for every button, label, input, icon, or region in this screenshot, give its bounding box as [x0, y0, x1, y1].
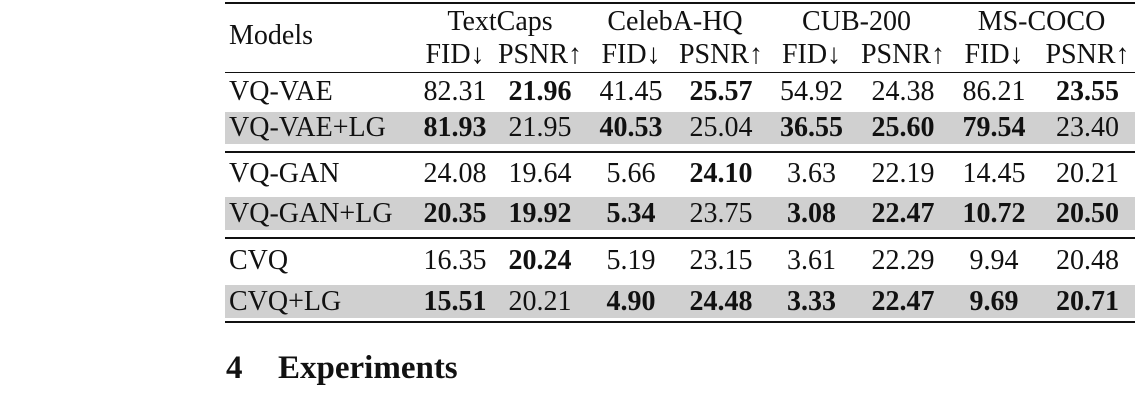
table-cell: 3.08 — [787, 197, 836, 229]
dataset-header: MS-COCO — [977, 6, 1106, 37]
table-cell: 20.71 — [1056, 285, 1119, 317]
table-cell: 9.69 — [969, 285, 1019, 317]
table-cell: 22.47 — [871, 197, 935, 229]
table-cell: 40.53 — [599, 112, 663, 143]
header-rule — [225, 72, 1135, 73]
table-row: CVQ+LG 15.51 20.21 4.90 24.48 3.33 22.47 9.69 20… — [225, 285, 1135, 318]
model-name: CVQ+LG — [229, 285, 342, 317]
group-rule — [225, 237, 1135, 239]
table-row: VQ-GAN 24.08 19.64 5.66 24.10 3.63 22.19 14.45 2… — [225, 153, 1135, 195]
table-cell: 20.24 — [508, 245, 572, 276]
table-cell: 22.19 — [871, 158, 935, 189]
table-cell: 20.21 — [1056, 158, 1119, 189]
table-cell: 5.66 — [606, 158, 656, 189]
table-cell: 22.47 — [871, 285, 935, 317]
table-cell: 54.92 — [780, 75, 843, 107]
table-row: VQ-VAE+LG 81.93 21.95 40.53 25.04 36.55 25.60 7… — [225, 112, 1135, 144]
table-cell: 41.45 — [599, 75, 663, 107]
table-cell: 25.04 — [689, 112, 753, 143]
table-cell: 79.54 — [962, 112, 1026, 143]
table-cell: 9.94 — [969, 245, 1019, 276]
model-name: VQ-GAN+LG — [229, 197, 393, 229]
table-cell: 24.38 — [871, 75, 935, 107]
table-cell: 5.19 — [606, 245, 656, 276]
metric-header: FID↓ — [425, 38, 485, 70]
bottom-rule — [225, 321, 1135, 323]
model-name: VQ-GAN — [229, 158, 340, 189]
table-cell: 20.50 — [1056, 197, 1119, 229]
table-cell: 15.51 — [423, 285, 487, 317]
table-cell: 25.60 — [871, 112, 935, 143]
table-row: VQ-GAN+LG 20.35 19.92 5.34 23.75 3.08 22.47 10.… — [225, 197, 1135, 230]
top-rule — [225, 2, 1135, 4]
table-cell: 19.64 — [508, 158, 572, 189]
model-name: CVQ — [229, 245, 289, 276]
metric-header: FID↓ — [964, 38, 1024, 70]
dataset-header: CUB-200 — [802, 6, 911, 37]
table-cell: 3.61 — [787, 245, 836, 276]
model-name: VQ-VAE+LG — [229, 112, 386, 143]
dataset-header-row: TextCaps CelebA-HQ CUB-200 MS-COCO — [225, 5, 1135, 39]
dataset-header: TextCaps — [447, 6, 553, 37]
metric-header: PSNR↑ — [678, 38, 764, 70]
table-cell: 23.55 — [1056, 75, 1119, 107]
table-cell: 23.15 — [689, 245, 753, 276]
table-cell: 86.21 — [962, 75, 1026, 107]
table-cell: 25.57 — [689, 75, 753, 107]
table-cell: 21.96 — [508, 75, 572, 107]
dataset-header: CelebA-HQ — [607, 6, 743, 37]
metric-header: FID↓ — [601, 38, 661, 70]
section-title: Experiments — [278, 350, 458, 386]
group-rule — [225, 151, 1135, 153]
metric-header: FID↓ — [781, 38, 842, 70]
table-cell: 22.29 — [871, 245, 935, 276]
table-cell: 3.63 — [787, 158, 836, 189]
table-cell: 20.48 — [1056, 245, 1119, 276]
table-cell: 3.33 — [787, 285, 836, 317]
table-row: VQ-VAE 82.31 21.96 41.45 25.57 54.92 24.38 86.2… — [225, 73, 1135, 110]
table-cell: 20.35 — [423, 197, 487, 229]
table-cell: 19.92 — [508, 197, 572, 229]
model-name: VQ-VAE — [229, 75, 333, 107]
section-heading: 4 Experiments — [226, 350, 458, 387]
table-cell: 23.75 — [689, 197, 753, 229]
table-cell: 23.40 — [1056, 112, 1119, 143]
metric-header: PSNR↑ — [497, 38, 583, 70]
table-cell: 24.10 — [689, 158, 753, 189]
table-cell: 20.21 — [508, 285, 572, 317]
metric-header-row: FID↓ PSNR↑ FID↓ PSNR↑ FID↓ PSNR↑ FID↓ PS… — [225, 38, 1135, 71]
metric-header: PSNR↑ — [1045, 38, 1130, 70]
table-cell: 16.35 — [423, 245, 487, 276]
table-cell: 4.90 — [606, 285, 656, 317]
table-cell: 10.72 — [962, 197, 1026, 229]
table-cell: 81.93 — [423, 112, 487, 143]
table-cell: 5.34 — [606, 197, 656, 229]
metric-header: PSNR↑ — [860, 38, 946, 70]
table-row: CVQ 16.35 20.24 5.19 23.15 3.61 22.29 9.94 20.48 — [225, 239, 1135, 283]
table-cell: 24.48 — [689, 285, 753, 317]
table-cell: 24.08 — [423, 158, 487, 189]
table-cell: 14.45 — [962, 158, 1026, 189]
table-cell: 21.95 — [508, 112, 572, 143]
section-number: 4 — [226, 350, 243, 386]
models-header: Models — [229, 20, 313, 51]
table-cell: 82.31 — [423, 75, 487, 107]
table-cell: 36.55 — [780, 112, 843, 143]
